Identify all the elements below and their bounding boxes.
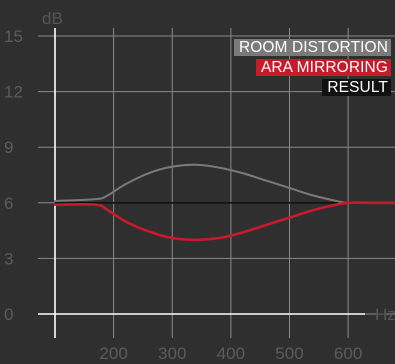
legend: ROOM DISTORTION ARA MIRRORING RESULT bbox=[233, 39, 391, 96]
legend-item-ara-mirroring: ARA MIRRORING bbox=[255, 59, 391, 76]
x-tick-label: 300 bbox=[158, 344, 186, 363]
y-axis-unit: dB bbox=[42, 9, 63, 28]
y-tick-label: 3 bbox=[4, 249, 13, 268]
y-tick-label: 15 bbox=[4, 27, 23, 46]
series-room-distortion bbox=[54, 163, 395, 204]
y-tick-label: 9 bbox=[4, 138, 13, 157]
x-tick-label: 600 bbox=[334, 344, 362, 363]
y-tick-label: 12 bbox=[4, 83, 23, 102]
series-ara-mirroring bbox=[53, 201, 395, 242]
x-axis-unit: Hz bbox=[375, 305, 395, 324]
legend-item-result: RESULT bbox=[322, 79, 391, 96]
y-tick-label: 0 bbox=[4, 305, 13, 324]
x-tick-label: 500 bbox=[275, 344, 303, 363]
y-tick-label: 6 bbox=[4, 194, 13, 213]
x-tick-label: 200 bbox=[99, 344, 127, 363]
x-tick-label: 400 bbox=[217, 344, 245, 363]
legend-item-room-distortion: ROOM DISTORTION bbox=[233, 39, 391, 56]
